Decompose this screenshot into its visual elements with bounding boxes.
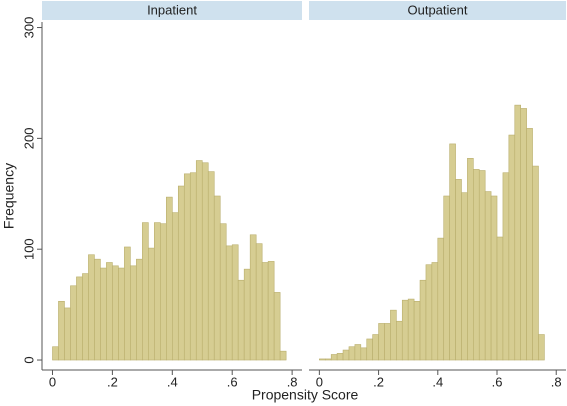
bar: [64, 307, 71, 361]
bar: [520, 108, 527, 361]
bar: [348, 346, 356, 361]
bar: [478, 170, 486, 361]
bar: [142, 222, 149, 361]
x-tick-label: .4: [167, 374, 178, 389]
bar: [249, 234, 257, 361]
panel-header: [309, 1, 566, 20]
bar: [136, 258, 143, 361]
bar: [354, 344, 362, 361]
y-tick-label: 300: [21, 17, 36, 39]
bar: [467, 158, 474, 361]
bar: [502, 172, 510, 361]
bar: [177, 185, 185, 361]
bar: [207, 171, 215, 361]
x-tick-label: .8: [287, 374, 298, 389]
bar: [490, 195, 498, 361]
bar: [461, 192, 468, 361]
bar: [366, 338, 373, 361]
x-tick-label: .8: [551, 374, 562, 389]
bar: [273, 292, 281, 361]
bar: [148, 247, 155, 361]
bar: [508, 134, 516, 361]
bar: [431, 262, 439, 361]
panel-header: [42, 1, 302, 20]
y-axis-label: Frequency: [1, 163, 17, 229]
bar: [413, 300, 421, 361]
panel-title: Outpatient: [408, 2, 468, 17]
bar: [112, 265, 119, 361]
bar: [76, 276, 83, 361]
bar: [160, 223, 167, 361]
bar: [237, 279, 245, 361]
bar: [396, 320, 403, 361]
bar: [94, 258, 101, 361]
x-tick-label: .2: [373, 374, 384, 389]
bar: [372, 334, 379, 361]
y-tick-label: 0: [21, 356, 36, 363]
bar: [342, 349, 350, 361]
bar: [243, 268, 251, 361]
bar: [455, 179, 462, 361]
x-axis-label: Propensity Score: [252, 387, 359, 403]
bar: [183, 173, 191, 361]
bar: [324, 358, 332, 361]
bar: [70, 285, 77, 361]
bar: [267, 261, 275, 361]
bar: [100, 267, 107, 361]
bar: [330, 354, 338, 361]
bar: [526, 128, 533, 361]
bar: [437, 237, 445, 361]
bar: [473, 169, 480, 361]
bar: [360, 347, 368, 361]
bar: [449, 143, 456, 361]
bar: [118, 267, 125, 361]
bar: [106, 262, 113, 361]
panel-title: Inpatient: [147, 2, 197, 17]
bar: [166, 196, 173, 361]
bar: [82, 273, 89, 361]
bar: [425, 264, 433, 361]
bar: [538, 334, 545, 361]
y-tick-label: 100: [21, 238, 36, 260]
bar: [407, 298, 415, 361]
bar: [378, 323, 385, 361]
bar: [213, 195, 221, 361]
bar: [261, 262, 269, 361]
x-tick-label: .2: [107, 374, 118, 389]
bar: [319, 358, 326, 361]
bar: [390, 309, 397, 361]
bar: [130, 265, 137, 361]
bar: [124, 246, 131, 361]
x-tick-label: .4: [432, 374, 443, 389]
bar: [384, 323, 391, 361]
x-tick-label: .6: [227, 374, 238, 389]
bar: [171, 212, 179, 361]
x-tick-label: .6: [492, 374, 503, 389]
bar: [419, 279, 427, 361]
bar: [443, 195, 450, 361]
bar: [496, 236, 504, 361]
bar: [279, 350, 287, 361]
bar: [401, 299, 409, 361]
bar: [201, 162, 209, 361]
bar: [514, 104, 521, 361]
bar: [532, 165, 539, 361]
bar: [336, 353, 344, 361]
y-tick-label: 200: [21, 128, 36, 150]
bar: [154, 222, 161, 361]
bar: [225, 245, 233, 361]
bar: [219, 223, 227, 361]
x-tick-label: 0: [316, 374, 323, 389]
bar: [58, 300, 65, 361]
bar: [231, 244, 239, 361]
bar: [88, 254, 95, 361]
bar: [195, 160, 203, 361]
bar: [52, 346, 59, 361]
bar: [189, 172, 197, 361]
x-tick-label: 0: [49, 374, 56, 389]
bar: [255, 243, 263, 361]
bar: [484, 191, 492, 361]
